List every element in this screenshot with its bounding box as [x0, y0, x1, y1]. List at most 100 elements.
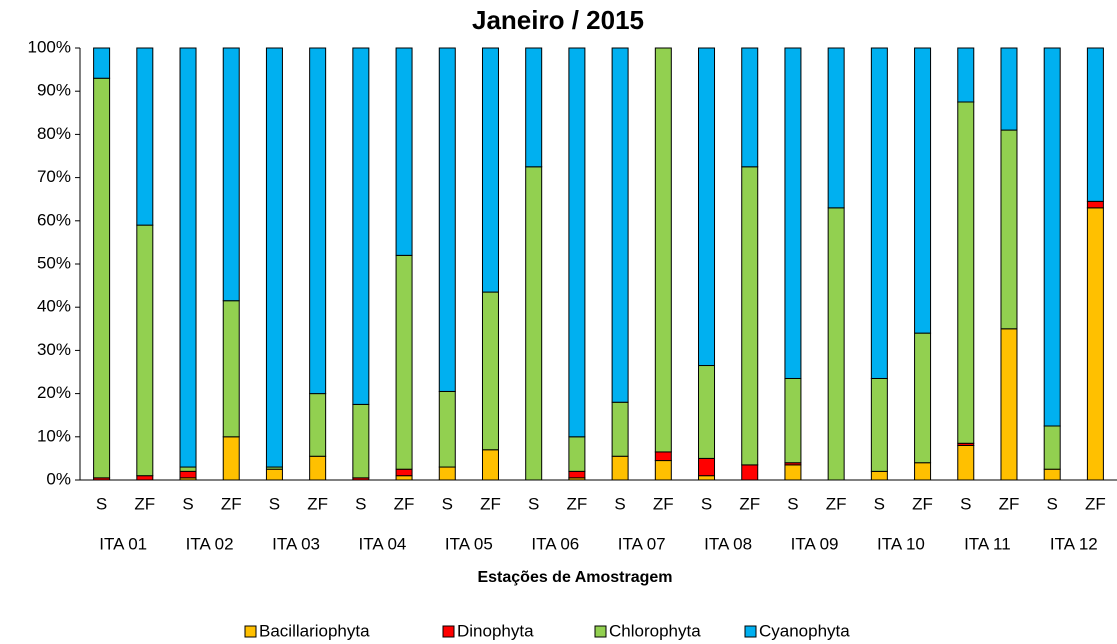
group-label: ITA 08 — [704, 534, 752, 553]
legend-swatch — [442, 625, 455, 638]
bar-segment — [741, 47, 759, 168]
bar-segment — [93, 77, 111, 479]
group-label: ITA 01 — [99, 534, 147, 553]
bar-segment — [309, 47, 327, 395]
bar-segment — [309, 455, 327, 481]
bar-segment — [1043, 468, 1061, 481]
bar-segment — [525, 47, 543, 168]
bar-segment — [870, 470, 888, 481]
bar-segment — [957, 47, 975, 103]
bar-segment — [395, 254, 413, 470]
y-tick-label: 60% — [37, 210, 71, 229]
bar-segment — [93, 47, 111, 79]
bar-segment — [438, 390, 456, 468]
bar-segment — [1000, 47, 1018, 131]
bar-segment — [611, 401, 629, 457]
x-tick-label: S — [614, 494, 625, 513]
x-tick-label: S — [701, 494, 712, 513]
bar-segment — [784, 377, 802, 464]
legend-swatch — [244, 625, 257, 638]
group-label: ITA 09 — [791, 534, 839, 553]
x-axis-label: Estações de Amostragem — [477, 569, 672, 586]
bar-segment — [827, 47, 845, 209]
bar-segment — [568, 47, 586, 438]
x-tick-label: S — [355, 494, 366, 513]
bar-segment — [136, 224, 154, 477]
x-tick-label: S — [874, 494, 885, 513]
group-label: ITA 07 — [618, 534, 666, 553]
bar-segment — [654, 47, 672, 453]
group-label: ITA 12 — [1050, 534, 1098, 553]
group-label: ITA 05 — [445, 534, 493, 553]
bar-segment — [222, 47, 240, 302]
bar-segment — [1043, 47, 1061, 427]
y-tick-label: 50% — [37, 253, 71, 272]
legend-swatch — [594, 625, 607, 638]
bar-segment — [741, 464, 759, 481]
bar-segment — [1086, 47, 1104, 202]
bar-segment — [352, 47, 370, 405]
y-tick-label: 70% — [37, 167, 71, 186]
bar-segment — [265, 468, 283, 481]
y-tick-label: 90% — [37, 81, 71, 100]
x-tick-label: ZF — [653, 494, 674, 513]
bar-segment — [136, 47, 154, 226]
legend-label: Dinophyta — [457, 621, 534, 640]
bar-segment — [654, 460, 672, 481]
x-tick-label: S — [960, 494, 971, 513]
bar-segment — [179, 47, 197, 468]
bar-segment — [481, 449, 499, 481]
bar-segment — [870, 47, 888, 379]
y-tick-label: 10% — [37, 426, 71, 445]
bar-segment — [827, 207, 845, 481]
bar-segment — [395, 468, 413, 477]
bar-segment — [1086, 207, 1104, 481]
legend-label: Cyanophyta — [759, 621, 850, 640]
legend-label: Bacillariophyta — [259, 621, 370, 640]
bar-segment — [136, 475, 154, 481]
x-tick-label: ZF — [394, 494, 415, 513]
bar-segment — [914, 462, 932, 481]
bar-segment — [438, 466, 456, 481]
bar-segment — [611, 455, 629, 481]
bar-segment — [784, 47, 802, 379]
y-tick-label: 20% — [37, 383, 71, 402]
bar-segment — [309, 393, 327, 457]
x-tick-label: S — [442, 494, 453, 513]
bar-segment — [957, 101, 975, 444]
y-tick-label: 0% — [46, 469, 71, 488]
bar-segment — [957, 444, 975, 481]
x-tick-label: S — [96, 494, 107, 513]
bar-segment — [1043, 425, 1061, 470]
bar-segment — [481, 291, 499, 451]
x-tick-label: ZF — [1085, 494, 1106, 513]
bar-segment — [265, 47, 283, 468]
bar-segment — [395, 47, 413, 256]
bar-segment — [698, 365, 716, 459]
bar-segment — [1086, 200, 1104, 209]
bar-segment — [870, 377, 888, 472]
bar-segment — [654, 451, 672, 462]
x-tick-label: S — [528, 494, 539, 513]
x-tick-label: ZF — [912, 494, 933, 513]
bar-segment — [1000, 129, 1018, 330]
bar-segment — [1000, 328, 1018, 481]
bar-segment — [914, 47, 932, 334]
group-label: ITA 10 — [877, 534, 925, 553]
x-tick-label: ZF — [134, 494, 155, 513]
y-tick-label: 80% — [37, 124, 71, 143]
group-label: ITA 06 — [531, 534, 579, 553]
x-tick-label: ZF — [307, 494, 328, 513]
bar-segment — [914, 332, 932, 464]
x-tick-label: S — [182, 494, 193, 513]
bar-segment — [611, 47, 629, 403]
x-tick-label: ZF — [739, 494, 760, 513]
bar-segment — [698, 47, 716, 367]
group-label: ITA 04 — [359, 534, 407, 553]
x-tick-label: ZF — [826, 494, 847, 513]
group-label: ITA 02 — [186, 534, 234, 553]
x-tick-label: ZF — [999, 494, 1020, 513]
group-label: ITA 03 — [272, 534, 320, 553]
x-tick-label: ZF — [480, 494, 501, 513]
